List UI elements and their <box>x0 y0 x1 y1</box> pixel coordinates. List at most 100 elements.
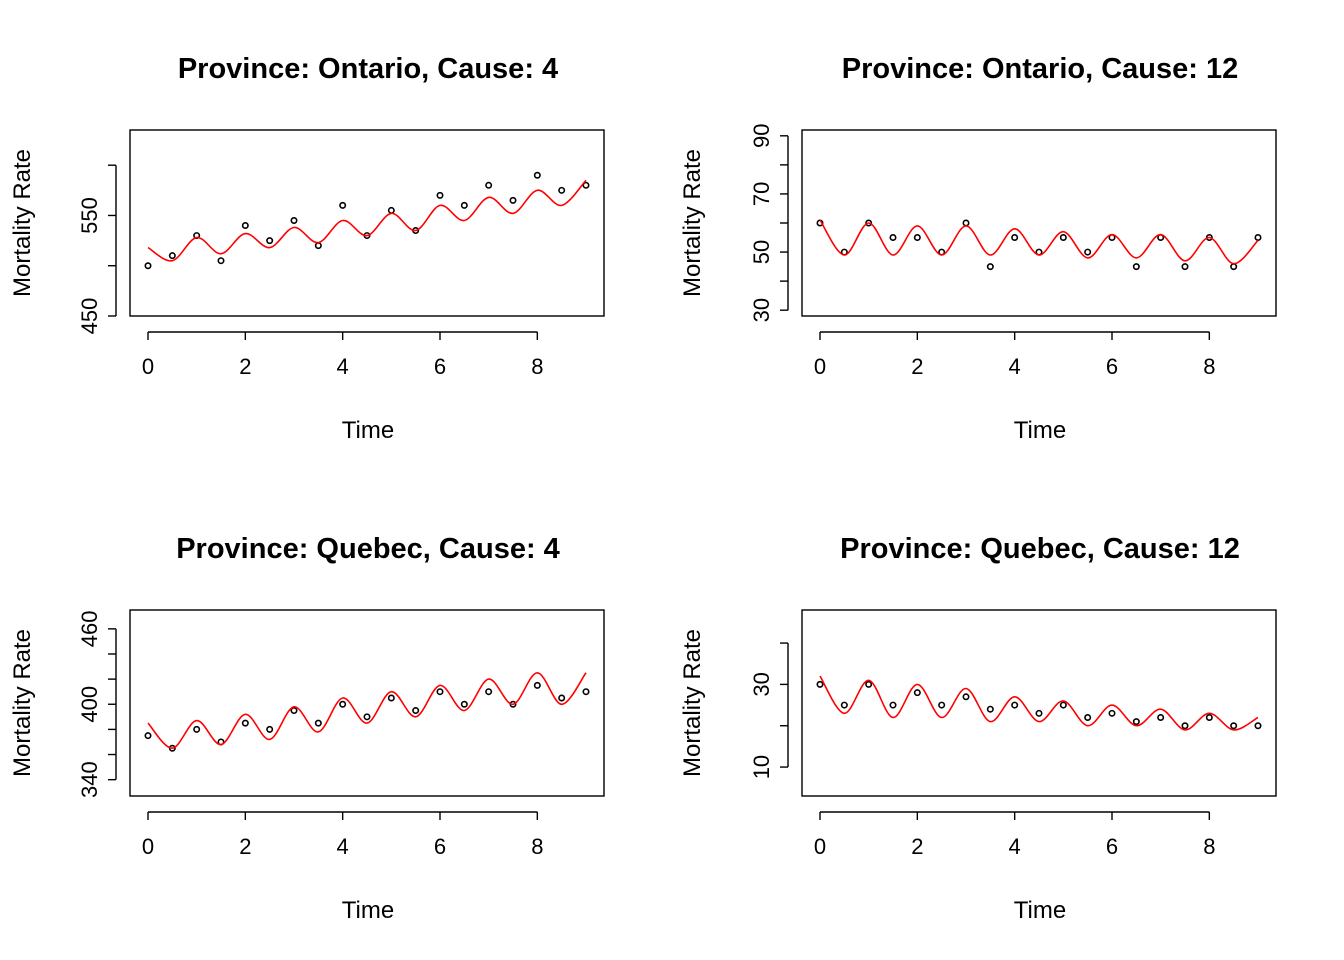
data-point <box>339 700 347 708</box>
fitted-curve <box>147 671 587 750</box>
data-point <box>290 707 298 715</box>
x-tick-label: 6 <box>1106 834 1118 859</box>
data-point <box>412 707 420 715</box>
x-tick-label: 0 <box>814 834 826 859</box>
data-point <box>1230 263 1238 271</box>
x-tick-label: 6 <box>434 354 446 379</box>
points-series <box>816 219 1262 271</box>
x-tick-label: 6 <box>1106 354 1118 379</box>
x-tick-label: 0 <box>142 354 154 379</box>
data-point <box>314 242 322 250</box>
x-axis-label: Time <box>1014 897 1066 924</box>
data-point <box>816 680 824 688</box>
x-tick-label: 2 <box>911 834 923 859</box>
y-axis: 30 50 70 90 <box>749 124 789 322</box>
y-tick-label: 30 <box>749 298 774 322</box>
data-point <box>1181 263 1189 271</box>
data-point <box>986 263 994 271</box>
x-tick-label: 2 <box>239 354 251 379</box>
panel-title: Province: Ontario, Cause: 4 <box>178 53 558 85</box>
data-point <box>1254 722 1262 730</box>
data-point <box>913 234 921 242</box>
data-point <box>168 252 176 260</box>
data-point <box>460 700 468 708</box>
x-tick-label: 8 <box>1203 834 1215 859</box>
data-point <box>558 186 566 194</box>
x-tick-label: 0 <box>814 354 826 379</box>
y-axis-label: Mortality Rate <box>9 149 36 297</box>
panel-title: Province: Quebec, Cause: 4 <box>176 533 560 565</box>
y-tick-label: 90 <box>749 124 774 148</box>
data-point <box>363 713 371 721</box>
fitted-curve <box>819 219 1259 265</box>
x-axis: 0 2 4 6 8 <box>814 811 1215 859</box>
data-point <box>1181 722 1189 730</box>
panel-title: Province: Quebec, Cause: 12 <box>840 533 1240 565</box>
y-tick-label: 400 <box>77 686 102 723</box>
data-point <box>241 719 249 727</box>
x-tick-label: 8 <box>1203 354 1215 379</box>
data-point <box>241 222 249 230</box>
panel-ontario-cause-4: Province: Ontario, Cause: 4 Time Mortali… <box>9 53 605 444</box>
data-point <box>865 680 873 688</box>
panel-quebec-cause-4: Province: Quebec, Cause: 4 Time Mortalit… <box>9 533 605 924</box>
x-tick-label: 4 <box>1009 834 1021 859</box>
data-point <box>387 206 395 214</box>
data-point <box>144 262 152 270</box>
data-point <box>485 688 493 696</box>
y-tick-label: 70 <box>749 182 774 206</box>
data-point <box>1035 709 1043 717</box>
data-point <box>193 725 201 733</box>
data-point <box>1157 713 1165 721</box>
data-point <box>1084 713 1092 721</box>
data-point <box>509 196 517 204</box>
data-point <box>436 191 444 199</box>
x-tick-label: 2 <box>239 834 251 859</box>
x-tick-label: 4 <box>1009 354 1021 379</box>
data-point <box>865 219 873 227</box>
fitted-curve <box>147 179 587 262</box>
data-point <box>266 237 274 245</box>
data-point <box>582 688 590 696</box>
data-point <box>889 701 897 709</box>
y-axis-label: Mortality Rate <box>9 629 36 777</box>
fitted-curve <box>819 675 1259 731</box>
y-tick-label: 450 <box>77 298 102 335</box>
x-axis: 0 2 4 6 8 <box>814 331 1215 379</box>
x-axis: 0 2 4 6 8 <box>142 811 543 859</box>
data-point <box>460 201 468 209</box>
y-tick-label: 30 <box>749 672 774 696</box>
data-point <box>1230 722 1238 730</box>
data-point <box>1132 263 1140 271</box>
data-point <box>290 216 298 224</box>
x-tick-label: 4 <box>337 834 349 859</box>
y-tick-label: 550 <box>77 197 102 234</box>
x-tick-label: 8 <box>531 834 543 859</box>
data-point <box>436 688 444 696</box>
data-point <box>1205 713 1213 721</box>
data-point <box>889 234 897 242</box>
data-point <box>913 689 921 697</box>
data-point <box>533 681 541 689</box>
data-point <box>1254 234 1262 242</box>
x-axis-label: Time <box>1014 417 1066 444</box>
data-point <box>558 694 566 702</box>
x-tick-label: 0 <box>142 834 154 859</box>
y-tick-label: 50 <box>749 240 774 264</box>
plot-frame <box>129 609 605 797</box>
x-axis: 0 2 4 6 8 <box>142 331 543 379</box>
y-tick-label: 340 <box>77 761 102 798</box>
data-point <box>217 257 225 265</box>
points-series <box>144 681 590 752</box>
data-point <box>1084 248 1092 256</box>
data-point <box>986 705 994 713</box>
x-axis-label: Time <box>342 417 394 444</box>
plot-frame <box>801 129 1277 317</box>
data-point <box>582 181 590 189</box>
y-tick-label: 10 <box>749 755 774 779</box>
x-tick-label: 2 <box>911 354 923 379</box>
y-axis: 450 550 <box>77 164 117 335</box>
panel-title: Province: Ontario, Cause: 12 <box>842 53 1238 85</box>
data-point <box>962 693 970 701</box>
data-point <box>1011 701 1019 709</box>
